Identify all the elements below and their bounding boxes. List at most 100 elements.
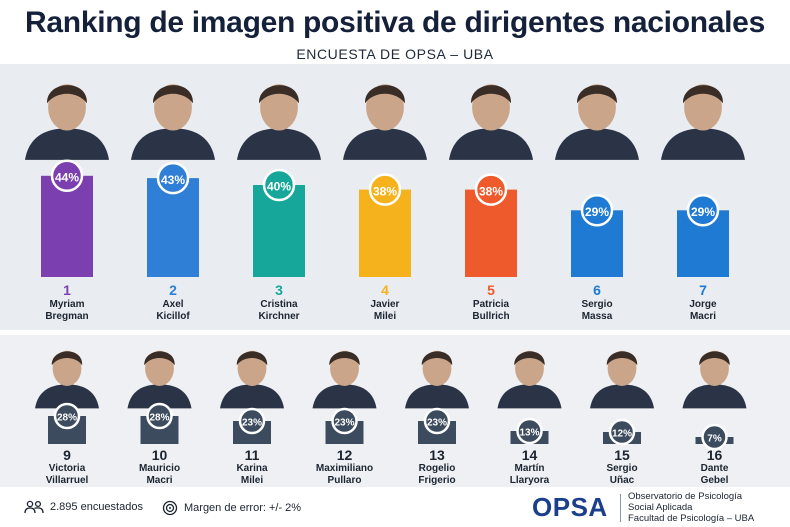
bottom-value-badge-4 xyxy=(331,407,358,435)
portrait-hair xyxy=(514,351,545,366)
bottom-value-label-5: 23% xyxy=(427,418,447,429)
margin-text: Margen de error: +/- 2% xyxy=(184,502,302,514)
top-value-label-2: 43% xyxy=(161,173,185,187)
portrait-shoulders xyxy=(35,384,99,409)
bottom-name-2-line-2: Macri xyxy=(146,475,172,486)
portrait-hair xyxy=(577,85,617,104)
bottom-portrait-4 xyxy=(405,350,469,409)
top-value-badge-1 xyxy=(50,159,84,193)
bottom-value-label-8: 7% xyxy=(707,434,722,445)
top-name-3-line-1: Cristina xyxy=(260,299,298,310)
portrait-face xyxy=(154,84,192,131)
top-portrait-4 xyxy=(449,84,533,160)
bottom-value-label-3: 23% xyxy=(242,418,262,429)
portrait-shoulders xyxy=(343,128,427,160)
portrait-face xyxy=(52,350,82,386)
top-portrait-2 xyxy=(237,84,321,160)
portrait-face xyxy=(330,350,359,386)
top-value-badge-7 xyxy=(686,194,720,227)
portrait-face xyxy=(700,350,729,386)
top-rank-1: 1 xyxy=(63,282,71,298)
portrait-shoulders xyxy=(312,384,377,409)
portrait-face xyxy=(366,84,404,131)
top-value-label-5: 38% xyxy=(479,184,503,198)
bottom-name-7-line-2: Uñac xyxy=(610,475,635,486)
footer: 2.895 encuestados Margen de error: +/- 2… xyxy=(0,488,790,527)
bottom-name-3-line-1: Karina xyxy=(236,463,268,474)
portrait-shoulders xyxy=(555,128,639,160)
portrait-face xyxy=(607,350,637,386)
top-name-1-line-1: Myriam xyxy=(49,299,84,310)
people-icon xyxy=(24,500,44,514)
top-value-badge-5 xyxy=(474,173,508,206)
bottom-name-2-line-1: Mauricio xyxy=(139,463,180,474)
bottom-rank-6: 14 xyxy=(522,447,538,463)
top-name-2-line-2: Kicillof xyxy=(156,311,190,322)
top-bar-2 xyxy=(147,178,199,277)
bottom-rank-8: 16 xyxy=(707,447,723,463)
bottom-value-badge-7 xyxy=(608,418,636,446)
logo-divider xyxy=(620,494,621,522)
top-value-label-1: 44% xyxy=(55,171,79,185)
portrait-hair xyxy=(259,85,299,104)
bottom-portrait-5 xyxy=(497,350,562,409)
top-name-5-line-2: Bullrich xyxy=(472,311,509,322)
bottom-name-6-line-2: Llaryora xyxy=(510,475,550,486)
portrait-hair xyxy=(153,85,193,104)
portrait-shoulders xyxy=(661,128,745,160)
portrait-face xyxy=(260,84,298,131)
portrait-hair xyxy=(47,85,87,104)
top-value-badge-6 xyxy=(580,194,614,227)
bottom-value-badge-8 xyxy=(701,423,728,451)
bottom-name-8-line-1: Dante xyxy=(701,463,729,474)
portrait-face xyxy=(48,84,86,131)
top-name-5-line-1: Patricia xyxy=(473,299,510,310)
bottom-value-label-6: 13% xyxy=(519,428,539,439)
bottom-value-badge-1 xyxy=(53,402,81,430)
portrait-shoulders xyxy=(405,384,469,409)
portrait-shoulders xyxy=(220,384,284,409)
top-rank-5: 5 xyxy=(487,282,495,298)
top-name-1-line-2: Bregman xyxy=(45,311,88,322)
portrait-shoulders xyxy=(682,384,747,409)
top-name-6-line-2: Massa xyxy=(582,311,613,322)
top-value-label-7: 29% xyxy=(691,205,715,219)
bottom-name-6-line-1: Martín xyxy=(515,463,545,474)
top-name-7-line-1: Jorge xyxy=(689,299,717,310)
bottom-rank-4: 12 xyxy=(337,447,353,463)
bottom-value-badge-3 xyxy=(238,407,266,435)
top-rank-3: 3 xyxy=(275,282,283,298)
bottom-name-1-line-1: Victoria xyxy=(49,463,86,474)
bottom-name-4-line-1: Maximiliano xyxy=(316,463,373,474)
portrait-shoulders xyxy=(25,128,109,160)
bottom-name-7-line-1: Sergio xyxy=(606,463,637,474)
top-name-2-line-1: Axel xyxy=(162,299,183,310)
portrait-face xyxy=(578,84,616,131)
respondents-text: 2.895 encuestados xyxy=(50,501,143,513)
top-name-4-line-2: Milei xyxy=(374,311,396,322)
top-name-6-line-1: Sergio xyxy=(581,299,612,310)
portrait-face xyxy=(515,350,544,386)
portrait-shoulders xyxy=(497,384,562,409)
opsa-logo: OPSA xyxy=(532,492,608,522)
portrait-shoulders xyxy=(237,128,321,160)
bottom-value-badge-2 xyxy=(146,402,173,430)
top-value-label-3: 40% xyxy=(267,180,291,194)
top-portrait-6 xyxy=(661,84,745,160)
bottom-name-8-line-2: Gebel xyxy=(701,475,729,486)
bottom-portrait-2 xyxy=(220,350,284,409)
bottom-value-label-2: 28% xyxy=(149,413,169,424)
bottom-portrait-3 xyxy=(312,350,377,409)
bottom-name-4-line-2: Pullaro xyxy=(328,475,362,486)
portrait-shoulders xyxy=(590,384,654,409)
bottom-rank-3: 11 xyxy=(245,447,260,463)
top-rank-7: 7 xyxy=(699,282,707,298)
org-line-2: Social Aplicada xyxy=(628,502,693,513)
portrait-face xyxy=(237,350,267,386)
top-rank-6: 6 xyxy=(593,282,601,298)
top-rank-2: 2 xyxy=(169,282,177,298)
org-line-1: Observatorio de Psicología xyxy=(628,491,743,502)
bottom-value-label-7: 12% xyxy=(612,429,632,440)
portrait-hair xyxy=(606,351,638,366)
